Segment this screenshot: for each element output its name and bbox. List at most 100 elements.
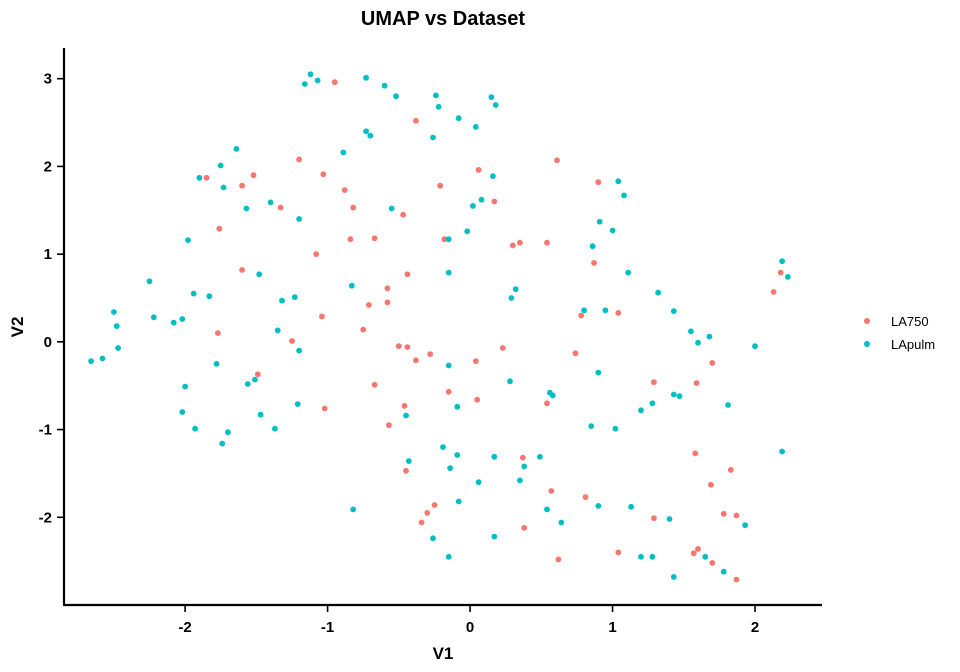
point-la750-72: [690, 550, 697, 557]
point-la750-30: [384, 299, 391, 306]
point-lapulm-116: [670, 574, 677, 580]
point-lapulm-86: [588, 423, 595, 429]
point-lapulm-98: [779, 448, 785, 455]
point-lapulm-52: [111, 309, 117, 315]
point-lapulm-60: [695, 339, 701, 346]
point-lapulm-33: [589, 243, 596, 250]
point-la750-41: [413, 357, 419, 364]
point-la750-39: [404, 344, 411, 350]
point-la750-2: [296, 156, 302, 163]
point-lapulm-38: [625, 269, 632, 276]
point-lapulm-15: [340, 149, 347, 156]
point-lapulm-37: [445, 269, 452, 276]
point-la750-14: [400, 211, 406, 218]
point-lapulm-10: [455, 115, 462, 122]
point-la750-48: [693, 380, 700, 386]
point-lapulm-7: [435, 103, 442, 110]
point-la750-58: [727, 467, 734, 473]
point-la750-22: [544, 239, 550, 246]
point-la750-44: [572, 350, 579, 357]
point-la750-56: [519, 454, 526, 461]
point-lapulm-89: [225, 429, 231, 436]
point-la750-68: [733, 512, 740, 519]
point-la750-53: [544, 400, 550, 407]
point-la750-8: [239, 182, 246, 189]
point-la750-47: [254, 371, 261, 378]
point-la750-11: [595, 179, 602, 186]
point-lapulm-45: [279, 297, 285, 304]
point-lapulm-41: [348, 282, 355, 289]
y-tick-label: -1: [39, 422, 52, 439]
data-points: [88, 71, 791, 583]
point-lapulm-22: [621, 192, 627, 199]
point-la750-70: [615, 549, 622, 556]
point-lapulm-101: [455, 498, 462, 505]
point-lapulm-72: [182, 383, 189, 390]
point-lapulm-76: [549, 392, 556, 399]
point-la750-27: [777, 269, 784, 276]
point-lapulm-70: [507, 378, 513, 385]
point-la750-55: [386, 422, 392, 429]
point-lapulm-16: [233, 146, 240, 152]
legend-label-lapulm: LApulm: [891, 337, 935, 352]
point-lapulm-112: [638, 553, 644, 560]
point-lapulm-11: [472, 124, 479, 130]
point-lapulm-20: [490, 173, 496, 180]
point-lapulm-109: [491, 533, 498, 540]
plot-area: -2 -1 0 1 2 -2 -1 0 1 2 3: [39, 48, 822, 636]
point-lapulm-0: [307, 71, 314, 78]
point-la750-69: [521, 524, 528, 531]
y-tick-label: 3: [44, 71, 52, 88]
point-lapulm-18: [196, 174, 203, 181]
point-la750-43: [499, 345, 506, 351]
y-tick-label: -2: [39, 509, 52, 526]
point-lapulm-87: [612, 425, 619, 432]
x-tick-label: -1: [321, 619, 334, 636]
point-lapulm-5: [393, 93, 399, 100]
point-lapulm-4: [381, 82, 388, 89]
point-la750-34: [319, 313, 325, 320]
point-la750-40: [427, 351, 434, 357]
point-lapulm-26: [470, 203, 476, 209]
point-lapulm-107: [558, 519, 565, 526]
point-lapulm-82: [403, 412, 409, 419]
point-la750-50: [445, 388, 452, 395]
point-la750-1: [413, 117, 419, 124]
point-la750-33: [615, 310, 622, 316]
point-la750-18: [371, 235, 378, 242]
point-la750-63: [582, 494, 589, 500]
point-lapulm-62: [115, 345, 121, 351]
point-lapulm-110: [742, 522, 748, 529]
point-la750-9: [341, 187, 348, 194]
point-lapulm-94: [521, 463, 528, 470]
point-lapulm-67: [445, 362, 452, 369]
point-lapulm-69: [244, 381, 251, 387]
point-lapulm-34: [185, 237, 191, 244]
y-axis-label: V2: [8, 317, 27, 338]
point-lapulm-35: [146, 278, 153, 285]
point-lapulm-83: [454, 403, 461, 410]
point-lapulm-56: [170, 319, 177, 326]
point-la750-74: [709, 560, 716, 566]
point-la750-75: [733, 576, 740, 583]
point-la750-3: [475, 167, 482, 173]
point-la750-67: [720, 510, 727, 517]
legend-key-la750: [864, 318, 870, 324]
point-lapulm-73: [670, 391, 677, 398]
point-lapulm-68: [252, 376, 258, 383]
point-la750-17: [347, 236, 354, 243]
point-lapulm-114: [702, 553, 709, 560]
point-la750-73: [555, 556, 562, 563]
point-lapulm-77: [649, 400, 656, 407]
point-la750-60: [708, 481, 714, 488]
point-lapulm-78: [179, 409, 186, 415]
point-lapulm-61: [752, 343, 758, 350]
point-lapulm-29: [596, 218, 603, 225]
point-lapulm-1: [314, 77, 321, 84]
point-la750-71: [695, 546, 701, 552]
point-la750-32: [578, 312, 585, 319]
point-lapulm-36: [256, 271, 263, 278]
point-lapulm-27: [388, 205, 395, 212]
point-la750-57: [692, 450, 699, 457]
x-tick-label: 1: [608, 619, 616, 636]
